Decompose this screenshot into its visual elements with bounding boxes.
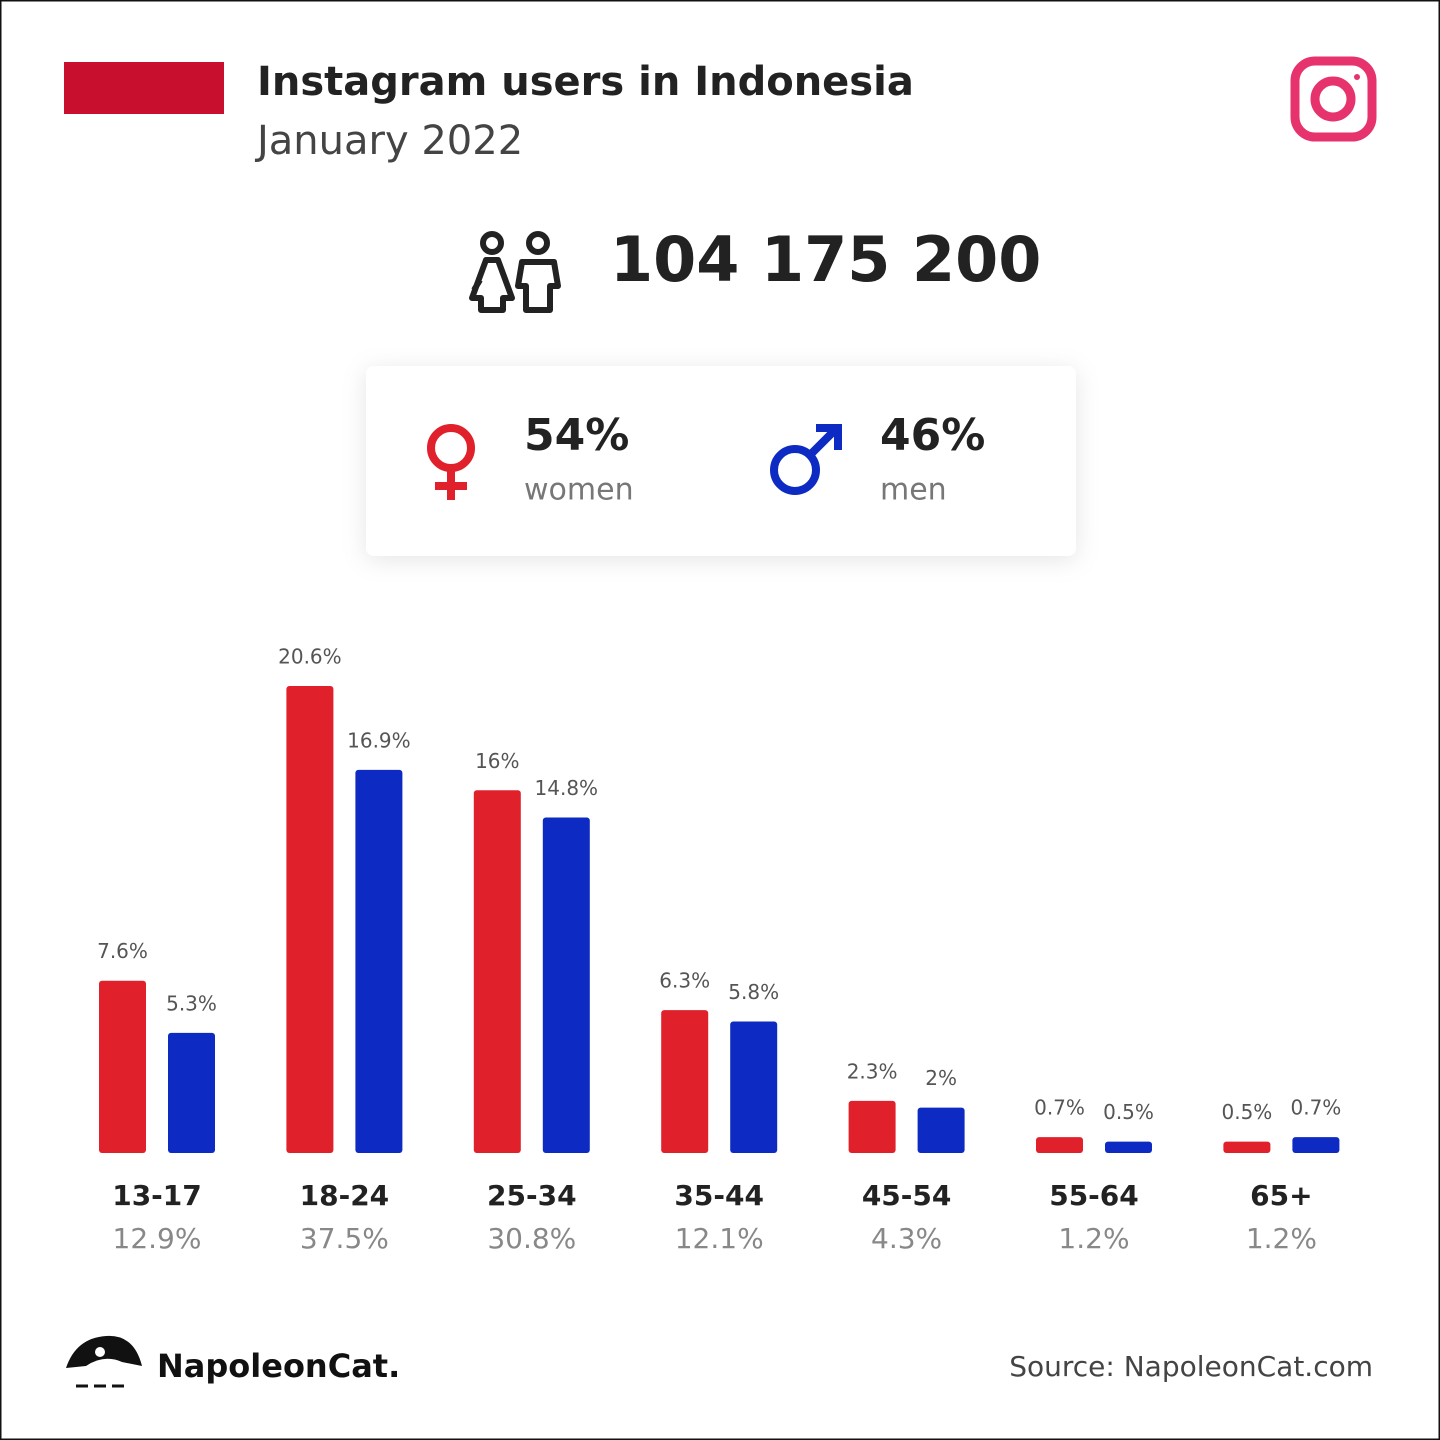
women-label: women — [524, 473, 634, 508]
value-label: 7.6% — [97, 939, 148, 963]
value-label: 5.3% — [166, 991, 217, 1015]
value-label: 2.3% — [847, 1059, 898, 1083]
value-label: 16% — [475, 749, 519, 773]
value-label: 5.8% — [728, 980, 779, 1004]
value-label: 0.7% — [1290, 1096, 1341, 1120]
people-icon — [469, 231, 561, 313]
female-symbol — [427, 424, 475, 500]
value-label: 0.5% — [1221, 1100, 1272, 1124]
bar — [1105, 1141, 1152, 1153]
category-total: 1.2% — [1246, 1222, 1317, 1255]
flag — [64, 62, 224, 114]
value-label: 16.9% — [347, 728, 411, 752]
women-share: 54% — [524, 410, 629, 461]
total-users: 104 175 200 — [610, 223, 1041, 296]
bar — [661, 1010, 709, 1153]
value-label: 2% — [925, 1066, 957, 1090]
category-label: 55-64 — [1049, 1179, 1139, 1212]
bar — [168, 1032, 215, 1153]
bar — [1223, 1141, 1271, 1153]
men-label: men — [880, 473, 947, 508]
men-share: 46% — [880, 410, 985, 461]
bar — [1036, 1137, 1083, 1153]
value-label: 14.8% — [535, 776, 599, 800]
bar — [473, 790, 521, 1153]
bar — [848, 1100, 896, 1153]
bar — [542, 817, 590, 1153]
category-label: 13-17 — [112, 1179, 202, 1212]
bar — [1292, 1137, 1340, 1153]
male-symbol — [770, 424, 842, 495]
value-label: 0.5% — [1103, 1100, 1154, 1124]
bar — [99, 980, 146, 1153]
bar — [917, 1107, 965, 1153]
category-label: 65+ — [1250, 1179, 1312, 1212]
subtitle: January 2022 — [254, 118, 523, 164]
category-total: 12.1% — [675, 1222, 764, 1255]
category-total: 30.8% — [487, 1222, 576, 1255]
bar — [355, 769, 403, 1153]
value-label: 0.7% — [1034, 1096, 1085, 1120]
category-total: 4.3% — [871, 1222, 942, 1255]
source: Source: NapoleonCat.com — [1009, 1350, 1373, 1383]
value-label: 6.3% — [659, 969, 710, 993]
brand-logo — [66, 1335, 142, 1388]
category-label: 18-24 — [300, 1179, 390, 1212]
category-label: 35-44 — [674, 1179, 764, 1212]
value-label: 20.6% — [278, 645, 342, 669]
bar — [730, 1021, 778, 1153]
title: Instagram users in Indonesia — [257, 59, 914, 105]
category-label: 25-34 — [487, 1179, 577, 1212]
brand-name: NapoleonCat. — [157, 1347, 400, 1385]
bar — [286, 686, 334, 1153]
category-label: 45-54 — [862, 1179, 952, 1212]
category-total: 12.9% — [113, 1222, 202, 1255]
category-total: 1.2% — [1058, 1222, 1129, 1255]
gender-box — [366, 366, 1076, 556]
instagram-icon — [1290, 56, 1377, 142]
category-total: 37.5% — [300, 1222, 389, 1255]
